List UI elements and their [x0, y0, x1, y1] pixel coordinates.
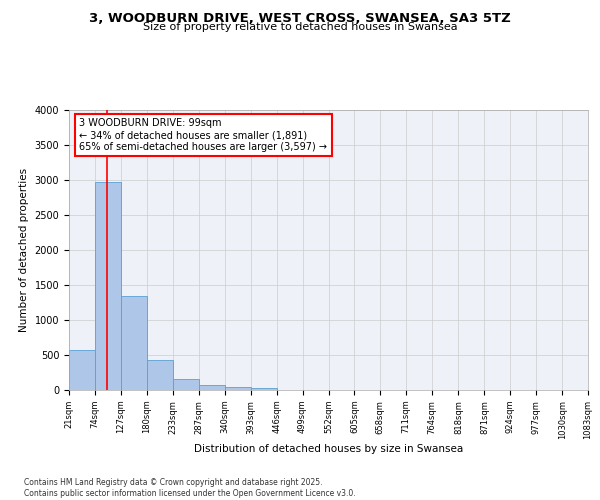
Text: Contains HM Land Registry data © Crown copyright and database right 2025.
Contai: Contains HM Land Registry data © Crown c…: [24, 478, 356, 498]
Bar: [199, 385, 225, 390]
X-axis label: Distribution of detached houses by size in Swansea: Distribution of detached houses by size …: [194, 444, 463, 454]
Text: Size of property relative to detached houses in Swansea: Size of property relative to detached ho…: [143, 22, 457, 32]
Bar: [121, 296, 147, 390]
Bar: [95, 182, 121, 390]
Text: 3, WOODBURN DRIVE, WEST CROSS, SWANSEA, SA3 5TZ: 3, WOODBURN DRIVE, WEST CROSS, SWANSEA, …: [89, 12, 511, 26]
Bar: [69, 350, 95, 390]
Y-axis label: Number of detached properties: Number of detached properties: [19, 168, 29, 332]
Bar: [173, 379, 199, 390]
Bar: [251, 388, 277, 390]
Text: 3 WOODBURN DRIVE: 99sqm
← 34% of detached houses are smaller (1,891)
65% of semi: 3 WOODBURN DRIVE: 99sqm ← 34% of detache…: [79, 118, 328, 152]
Bar: [147, 360, 173, 390]
Bar: [225, 387, 251, 390]
